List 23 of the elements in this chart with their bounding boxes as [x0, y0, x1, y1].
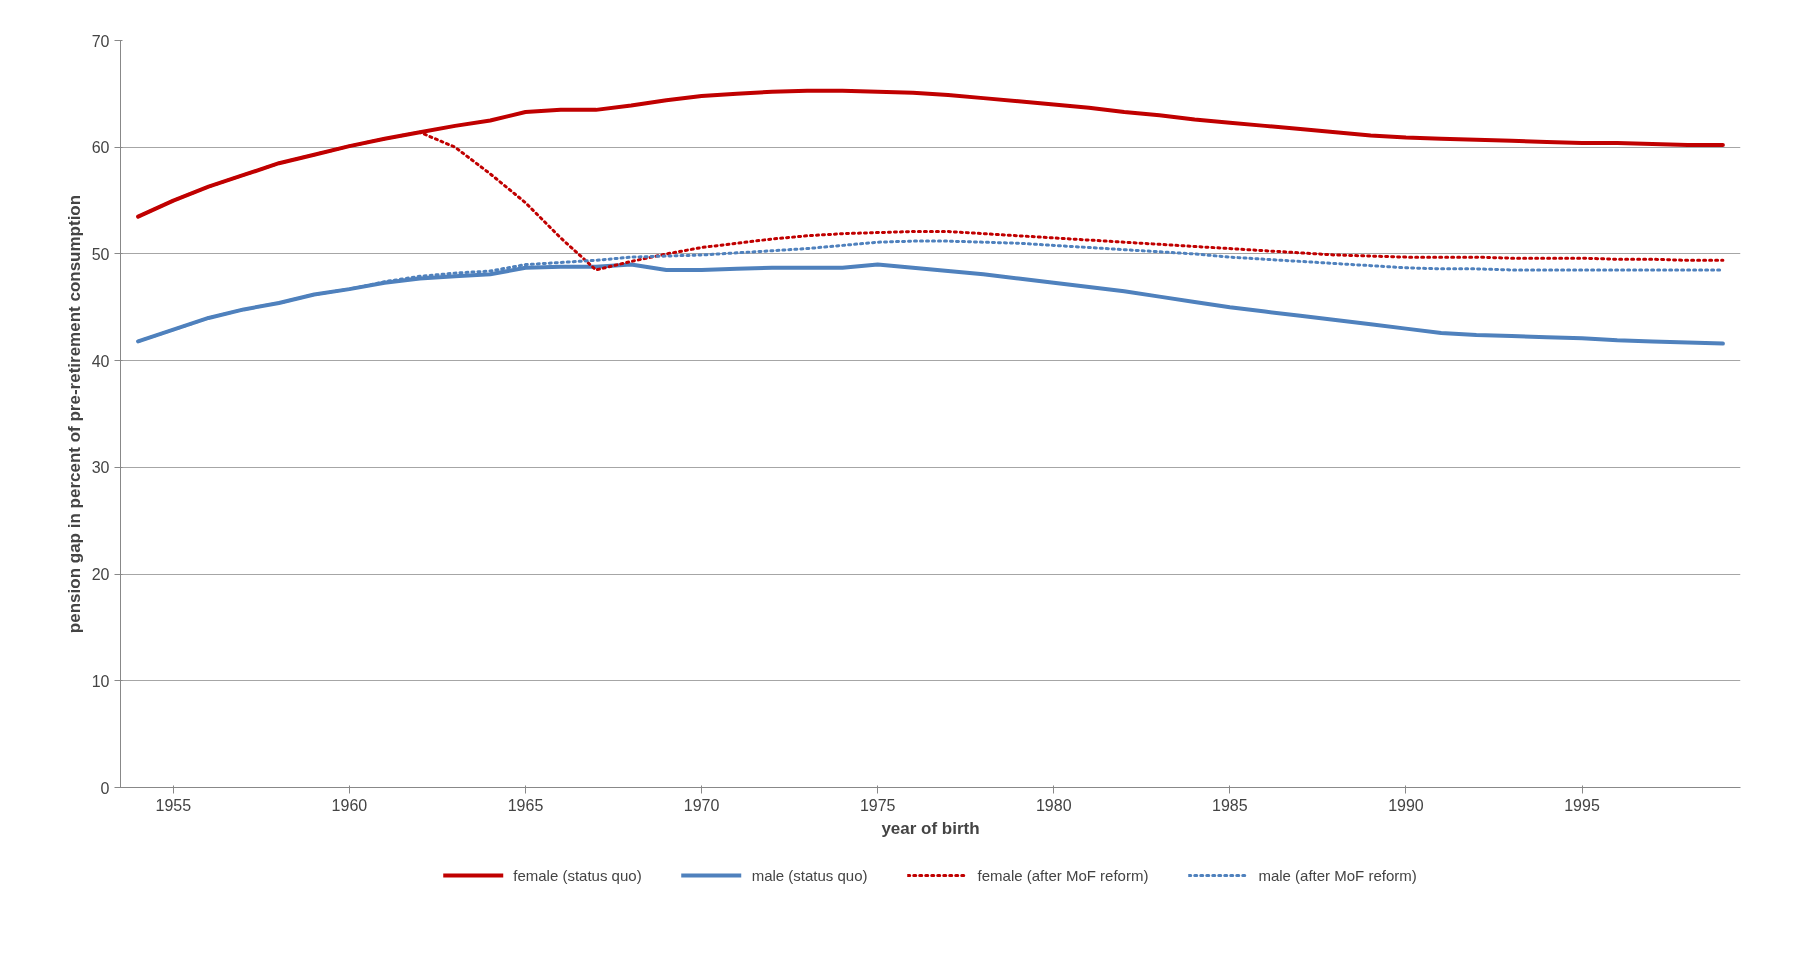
legend-label: female (after MoF reform) — [977, 866, 1149, 884]
x-tick-label: 1985 — [1212, 796, 1248, 814]
y-tick-label: 0 — [100, 779, 110, 797]
y-tick-label: 40 — [91, 352, 110, 370]
x-axis-title: year of birth — [881, 818, 980, 838]
y-tick-label: 20 — [91, 566, 110, 584]
y-tick-label: 70 — [91, 32, 110, 50]
x-tick-label: 1965 — [507, 796, 544, 814]
x-tick-label: 1960 — [331, 796, 368, 814]
x-tick-label: 1980 — [1035, 796, 1072, 814]
y-axis-title: pension gap in percent of pre-retirement consumption — [64, 194, 84, 634]
x-tick-label: 1990 — [1388, 796, 1424, 814]
x-tick-label: 1975 — [859, 796, 896, 814]
legend-label: male (status quo) — [751, 866, 868, 884]
y-tick-label: 50 — [91, 245, 110, 263]
x-tick-label: 1955 — [155, 796, 192, 814]
y-tick-label: 10 — [91, 672, 110, 690]
y-tick-label: 30 — [91, 459, 110, 477]
y-tick-label: 60 — [91, 139, 110, 157]
x-tick-label: 1970 — [683, 796, 720, 814]
legend-label: female (status quo) — [513, 866, 642, 884]
legend-label: male (after MoF reform) — [1258, 866, 1417, 884]
x-tick-label: 1995 — [1564, 796, 1600, 814]
